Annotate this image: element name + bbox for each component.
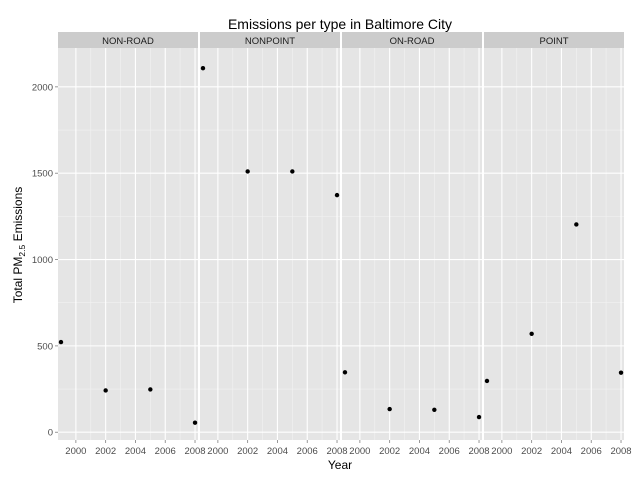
y-tick-label: 1000 [32, 255, 53, 266]
x-tick-label: 2000 [491, 446, 512, 457]
facet-strip-label: POINT [539, 36, 568, 47]
x-tick-label: 2008 [610, 446, 631, 457]
facet-panel-on-road: ON-ROAD 2000 2002 2004 2006 2008 [342, 32, 490, 457]
data-point [200, 66, 206, 71]
x-tick-label: 2002 [379, 446, 400, 457]
x-tick-label: 2004 [551, 446, 572, 457]
y-axis: 0 500 1000 1500 2000 [32, 82, 58, 439]
data-point [484, 378, 490, 384]
data-point [103, 388, 108, 393]
y-tick-label: 1500 [32, 169, 53, 180]
data-point [192, 420, 198, 425]
x-tick-label: 2000 [349, 446, 370, 457]
x-tick-label: 2000 [207, 446, 228, 457]
facet-strip [484, 32, 624, 48]
data-point [342, 370, 348, 375]
x-tick-label: 2008 [468, 446, 489, 457]
data-point [245, 169, 250, 174]
facet-panel-nonpoint: NONPOINT 2000 2002 2004 2006 2008 [200, 32, 348, 457]
x-axis-title: Year [328, 458, 352, 472]
x-tick-label: 2008 [184, 446, 205, 457]
x-tick-label: 2006 [439, 446, 460, 457]
data-point [334, 192, 340, 198]
x-tick-label: 2008 [326, 446, 347, 457]
x-tick-label: 2000 [65, 446, 86, 457]
x-tick-label: 2004 [409, 446, 430, 457]
y-tick-label: 0 [48, 428, 53, 439]
x-tick-label: 2006 [581, 446, 602, 457]
facet-panels: NON-ROAD 2000 2002 2004 2006 2008 NONPOINT 2000… [32, 32, 632, 457]
panel-background [200, 48, 340, 440]
data-point [618, 370, 624, 375]
x-tick-label: 2002 [95, 446, 116, 457]
facet-strip [200, 32, 340, 48]
data-point [58, 339, 64, 345]
x-tick-label: 2006 [155, 446, 176, 457]
data-point [290, 169, 295, 174]
facet-strip [58, 32, 198, 48]
chart-title: Emissions per type in Baltimore City [228, 16, 452, 32]
facet-strip-label: NON-ROAD [102, 36, 154, 47]
data-point [529, 331, 534, 336]
y-axis-title: Total PM2.5 Emissions [11, 187, 27, 304]
facet-strip-label: ON-ROAD [390, 36, 435, 47]
x-tick-label: 2004 [125, 446, 146, 457]
y-axis-title-subscript: 2.5 [17, 244, 27, 256]
facet-panel-non-road: NON-ROAD 2000 2002 2004 2006 2008 [58, 32, 206, 457]
facet-panel-point: POINT 2000 2002 2004 2006 2008 [484, 32, 632, 457]
panel-background [484, 48, 624, 440]
y-axis-title-prefix: Total PM [11, 257, 25, 304]
y-tick-label: 500 [37, 341, 53, 352]
x-tick-label: 2002 [521, 446, 542, 457]
data-point [432, 407, 437, 412]
panel-background [342, 48, 482, 440]
data-point [476, 414, 482, 420]
facet-strip [342, 32, 482, 48]
y-axis-title-suffix: Emissions [11, 187, 25, 245]
data-point [574, 222, 579, 227]
panel-background [58, 48, 198, 440]
x-tick-label: 2004 [267, 446, 288, 457]
x-tick-label: 2002 [237, 446, 258, 457]
facet-strip-label: NONPOINT [245, 36, 295, 47]
x-tick-label: 2006 [297, 446, 318, 457]
data-point [387, 406, 392, 412]
y-tick-label: 2000 [32, 82, 53, 93]
data-point [148, 387, 153, 392]
